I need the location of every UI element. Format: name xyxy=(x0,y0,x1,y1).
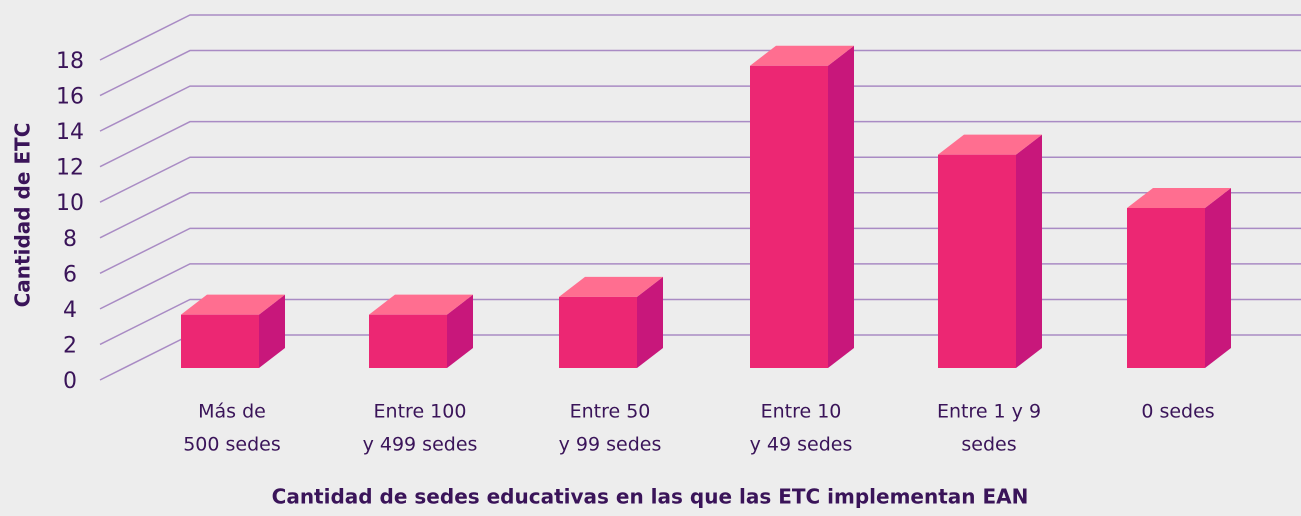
x-tick-label: Más de xyxy=(198,401,266,423)
y-tick-label: 12 xyxy=(56,156,84,181)
y-tick-label: 0 xyxy=(63,369,77,394)
grid-line xyxy=(99,120,1301,168)
grid-line xyxy=(99,298,1301,346)
bar-side xyxy=(447,294,473,368)
bar-top xyxy=(559,276,663,297)
bar xyxy=(181,314,259,368)
bar-top xyxy=(1127,188,1231,208)
y-tick-label: 2 xyxy=(63,333,77,358)
x-tick-label: 500 sedes xyxy=(183,434,281,456)
x-tick-label: Entre 50 xyxy=(570,401,651,423)
y-tick-label: 18 xyxy=(56,49,84,74)
y-axis-label: Cantidad de ETC xyxy=(11,123,35,308)
grid-line xyxy=(99,156,1301,203)
x-axis-label: Cantidad de sedes educativas en las que … xyxy=(272,485,1029,509)
bar xyxy=(938,154,1016,368)
x-tick-label: Entre 10 xyxy=(761,401,842,423)
bar-side xyxy=(259,294,285,368)
y-tick-label: 4 xyxy=(63,298,77,323)
bar-side xyxy=(1205,188,1231,368)
bar-top xyxy=(369,294,473,315)
bar-top xyxy=(938,134,1042,155)
bar-side xyxy=(1016,134,1042,368)
y-tick-label: 8 xyxy=(63,227,77,252)
x-tick-label: y 49 sedes xyxy=(750,434,853,456)
x-tick-label: Entre 1 y 9 xyxy=(937,401,1041,423)
bar-top xyxy=(181,294,285,315)
grid-line xyxy=(99,49,1301,97)
grid-line xyxy=(99,85,1301,132)
bar-side xyxy=(828,45,854,369)
bar-side xyxy=(637,276,663,368)
bar xyxy=(369,314,447,368)
grid-line xyxy=(99,227,1301,275)
bar xyxy=(750,65,828,369)
x-tick-label: Entre 100 xyxy=(374,401,467,423)
bar xyxy=(1127,208,1205,368)
bar-top xyxy=(750,45,854,66)
x-tick-label: sedes xyxy=(961,434,1016,456)
x-tick-label: 0 sedes xyxy=(1141,401,1214,423)
grid-line xyxy=(99,192,1301,239)
x-tick-label: y 99 sedes xyxy=(559,434,662,456)
y-tick-label: 6 xyxy=(63,262,77,287)
x-tick-label: y 499 sedes xyxy=(363,434,478,456)
y-tick-label: 10 xyxy=(56,191,84,216)
y-tick-label: 16 xyxy=(56,85,84,110)
grid-line xyxy=(99,263,1301,310)
y-tick-label: 14 xyxy=(56,120,84,145)
bar xyxy=(559,296,637,368)
grid-line xyxy=(99,14,1301,61)
